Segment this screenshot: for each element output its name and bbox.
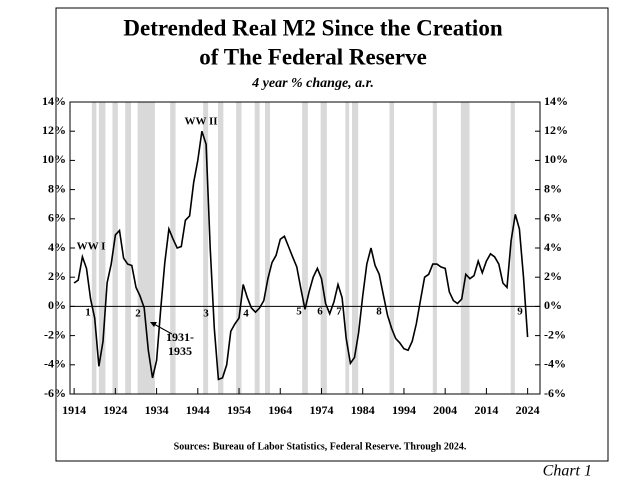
x-tick-label: 1944 xyxy=(186,403,210,417)
recession-band xyxy=(98,102,106,394)
x-tick-label: 1974 xyxy=(309,403,333,417)
recession-band xyxy=(203,102,209,394)
y-tick-label: 4% xyxy=(48,240,66,254)
recession-band xyxy=(236,102,242,394)
annotation: 4 xyxy=(243,308,249,320)
annotation: 8 xyxy=(376,306,382,318)
y-tick-label: -2% xyxy=(44,327,66,341)
recession-band xyxy=(170,102,176,394)
y-tick-label: 6% xyxy=(544,211,562,225)
annotation-arrowhead xyxy=(150,322,157,327)
recession-band xyxy=(112,102,118,394)
x-tick-label: 1984 xyxy=(351,403,375,417)
annotation: 6 xyxy=(317,306,323,318)
y-tick-label: 0% xyxy=(544,298,562,312)
recession-band xyxy=(352,102,359,394)
recession-band xyxy=(125,102,132,394)
frame xyxy=(55,7,609,462)
annotation-arrow xyxy=(151,322,173,335)
annotation: 9 xyxy=(517,306,523,318)
x-tick-label: 1954 xyxy=(227,403,251,417)
x-tick-label: 2014 xyxy=(474,403,498,417)
recession-band xyxy=(137,102,155,394)
annotation: 5 xyxy=(296,306,302,318)
annotation: 1 xyxy=(85,307,91,319)
recession-band xyxy=(320,102,327,394)
recession-band xyxy=(389,102,395,394)
y-tick-label: 8% xyxy=(48,181,66,195)
chart-title: of The Federal Reserve xyxy=(199,44,427,69)
recession-band xyxy=(460,102,470,394)
y-tick-label: 14% xyxy=(544,94,568,108)
y-tick-label: -4% xyxy=(544,357,566,371)
x-tick-label: 1924 xyxy=(103,403,127,417)
recession-band xyxy=(345,102,350,394)
x-tick-label: 1914 xyxy=(62,403,86,417)
y-tick-label: 12% xyxy=(544,123,568,137)
y-tick-label: 2% xyxy=(48,269,66,283)
source: Sources: Bureau of Labor Statistics, Fed… xyxy=(174,441,467,452)
recession-band xyxy=(510,102,515,394)
y-tick-label: 2% xyxy=(544,269,562,283)
y-tick-label: 12% xyxy=(42,123,66,137)
annotation: WW II xyxy=(184,116,217,128)
recession-band xyxy=(302,102,308,394)
x-tick-label: 1934 xyxy=(145,403,169,417)
annotation: 2 xyxy=(135,308,141,320)
y-tick-label: 10% xyxy=(544,152,568,166)
recession-band xyxy=(432,102,437,394)
y-tick-label: -2% xyxy=(544,327,566,341)
x-tick-label: 1964 xyxy=(268,403,292,417)
y-tick-label: 4% xyxy=(544,240,562,254)
data-line xyxy=(73,130,529,381)
y-tick-label: 10% xyxy=(42,152,66,166)
annotation: 1931- xyxy=(166,330,194,344)
y-tick-label: 0% xyxy=(48,298,66,312)
chart-subtitle: 4 year % change, a.r. xyxy=(251,76,374,91)
annotation: WW I xyxy=(77,241,106,253)
y-tick-label: -6% xyxy=(544,386,566,400)
chart-title: Detrended Real M2 Since the Creation xyxy=(123,15,502,40)
y-tick-label: 6% xyxy=(48,211,66,225)
x-tick-label: 2004 xyxy=(433,403,457,417)
x-tick-label: 1994 xyxy=(392,403,416,417)
annotation: 1935 xyxy=(168,344,192,358)
recession-band xyxy=(265,102,270,394)
chart-label: Chart 1 xyxy=(543,463,592,480)
y-tick-label: 14% xyxy=(42,94,66,108)
annotation: 7 xyxy=(336,306,342,318)
recession-band xyxy=(91,102,97,394)
recession-band xyxy=(218,102,224,394)
recession-band xyxy=(254,102,260,394)
y-tick-label: -6% xyxy=(44,386,66,400)
y-tick-label: -4% xyxy=(44,357,66,371)
annotation: 3 xyxy=(203,308,209,320)
x-tick-label: 2024 xyxy=(516,403,540,417)
y-tick-label: 8% xyxy=(544,181,562,195)
